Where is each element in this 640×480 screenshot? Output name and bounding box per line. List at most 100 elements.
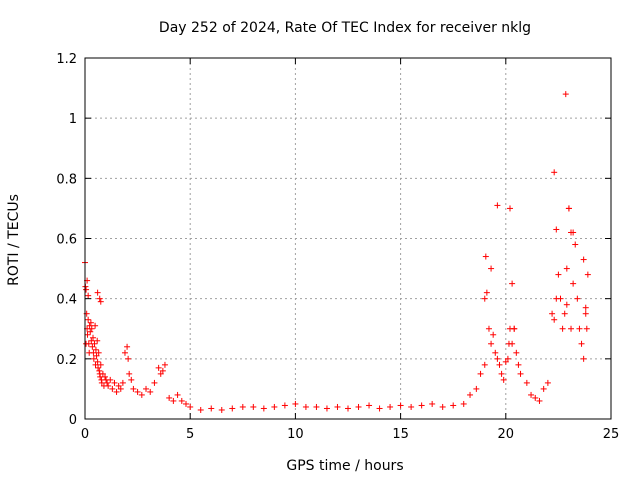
y-tick-label: 0.2 [56, 353, 77, 368]
data-point [85, 316, 92, 323]
data-point [91, 340, 98, 347]
data-point [178, 397, 185, 404]
data-point [88, 337, 95, 344]
data-point [292, 400, 299, 407]
data-point [481, 361, 488, 368]
y-axis-label: ROTI / TECUs [6, 194, 22, 286]
data-point [517, 370, 524, 377]
data-point [563, 301, 570, 308]
data-point [555, 271, 562, 278]
data-point [511, 325, 518, 332]
data-point [502, 358, 509, 365]
data-point [582, 304, 589, 311]
data-point [87, 328, 94, 335]
data-point [161, 361, 168, 368]
data-point [376, 405, 383, 412]
data-point [507, 205, 514, 212]
data-point [366, 402, 373, 409]
data-point [481, 295, 488, 302]
data-point [84, 331, 91, 338]
data-point [473, 385, 480, 392]
data-point [138, 391, 145, 398]
data-point [98, 379, 105, 386]
data-point [584, 271, 591, 278]
data-point [117, 385, 124, 392]
data-point [83, 340, 90, 347]
data-point [439, 403, 446, 410]
y-tick-label: 0.6 [56, 233, 77, 248]
data-point [355, 403, 362, 410]
data-point [488, 340, 495, 347]
data-point [187, 403, 194, 410]
data-point [532, 394, 539, 401]
data-point [482, 253, 489, 260]
data-point [250, 403, 257, 410]
data-point [90, 349, 97, 356]
data-point [302, 403, 309, 410]
data-point [155, 364, 162, 371]
data-point [94, 358, 101, 365]
data-markers [82, 91, 591, 413]
data-point [197, 406, 204, 413]
data-point [565, 205, 572, 212]
y-tick-label: 0.4 [56, 293, 77, 308]
data-point [87, 319, 94, 326]
x-tick-label: 0 [81, 427, 89, 442]
data-point [429, 400, 436, 407]
data-point [94, 289, 101, 296]
data-point [281, 402, 288, 409]
y-tick-label: 1.2 [56, 52, 77, 67]
data-point [513, 349, 520, 356]
data-point [323, 405, 330, 412]
x-axis-label: GPS time / hours [286, 458, 403, 474]
data-point [92, 346, 99, 353]
data-point [490, 331, 497, 338]
data-point [553, 226, 560, 233]
data-point [134, 388, 141, 395]
data-point [563, 265, 570, 272]
data-point [582, 310, 589, 317]
data-point [498, 370, 505, 377]
data-point [89, 343, 96, 350]
x-tick-label: 5 [186, 427, 194, 442]
data-point [159, 367, 166, 374]
x-tick-label: 10 [287, 427, 304, 442]
data-point [483, 289, 490, 296]
data-point [96, 295, 103, 302]
data-point [208, 405, 215, 412]
data-point [111, 379, 118, 386]
data-point [239, 403, 246, 410]
data-point [101, 373, 108, 380]
data-point [509, 280, 516, 287]
data-point [576, 325, 583, 332]
data-point [568, 325, 575, 332]
data-point [578, 340, 585, 347]
data-point [494, 355, 501, 362]
data-point [334, 403, 341, 410]
data-point [94, 337, 101, 344]
data-point [562, 91, 569, 98]
x-axis-ticks: 0 5 10 15 20 25 [81, 58, 619, 442]
data-point [89, 334, 96, 341]
x-tick-label: 20 [498, 427, 515, 442]
data-point [260, 405, 267, 412]
data-point [121, 349, 128, 356]
data-point [99, 370, 106, 377]
data-point [119, 379, 126, 386]
data-point [477, 370, 484, 377]
y-tick-label: 0 [69, 413, 77, 428]
y-tick-label: 0.8 [56, 172, 77, 187]
chart-title: Day 252 of 2024, Rate Of TEC Index for r… [159, 20, 531, 36]
data-point [583, 325, 590, 332]
data-point [540, 385, 547, 392]
data-point [504, 355, 511, 362]
data-point [130, 385, 137, 392]
data-point [90, 355, 97, 362]
data-point [509, 340, 516, 347]
data-point [580, 256, 587, 263]
data-point [125, 355, 132, 362]
x-tick-label: 15 [392, 427, 409, 442]
data-point [485, 325, 492, 332]
data-point [113, 388, 120, 395]
data-point [166, 394, 173, 401]
